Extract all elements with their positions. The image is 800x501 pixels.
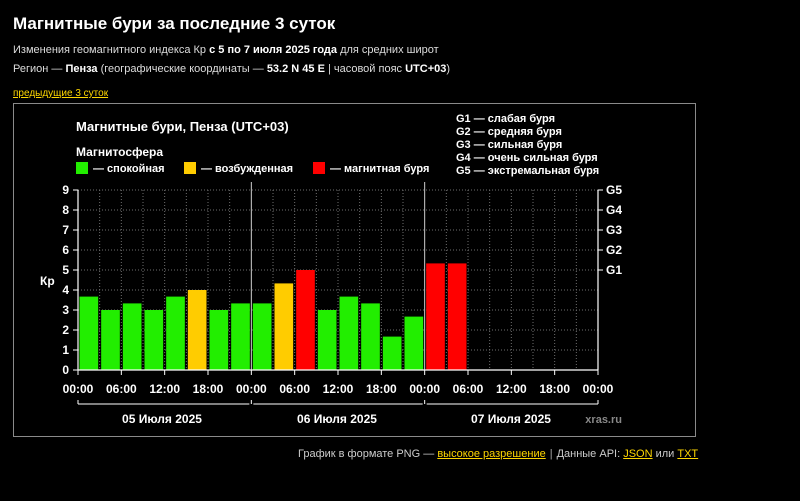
y-tick-label: 8 — [62, 203, 69, 217]
coords-prefix: (географические координаты — — [97, 63, 267, 75]
kp-bar — [361, 303, 380, 370]
x-tick-label: 12:00 — [496, 382, 527, 396]
y-tick-label: 9 — [62, 183, 69, 197]
kp-bar — [231, 303, 250, 370]
kp-bar — [79, 296, 99, 370]
watermark: xras.ru — [585, 414, 622, 426]
g-legend-g3: G3 — сильная буря — [456, 139, 562, 151]
legend-swatch-storm — [313, 162, 325, 174]
region-line: Регион — Пенза (географические координат… — [13, 63, 450, 75]
date-range-bold: с 5 по 7 июля 2025 года — [209, 44, 338, 56]
legend-label-excited: — возбужденная — [201, 163, 293, 175]
x-tick-label: 00:00 — [409, 382, 440, 396]
g-legend-g2: G2 — средняя буря — [456, 126, 562, 138]
region-prefix: Регион — — [13, 63, 66, 75]
x-tick-label: 06:00 — [279, 382, 310, 396]
txt-link[interactable]: TXT — [677, 448, 699, 460]
x-tick-label: 18:00 — [366, 382, 397, 396]
plot-area: 0 1 2 3 4 5 6 7 8 9 G1 G2 G3 G4 G5 00:00 06:00 12:00 18:00… — [62, 182, 622, 405]
kp-bar — [426, 263, 445, 370]
legend-swatch-quiet — [76, 162, 88, 174]
g-tick-label: G3 — [606, 223, 622, 237]
x-tick-label: 06:00 — [106, 382, 137, 396]
g-legend-g4: G4 — очень сильная буря — [456, 152, 598, 164]
g-tick-label: G5 — [606, 183, 622, 197]
kp-bar — [101, 310, 120, 370]
kp-bar — [317, 310, 337, 370]
kp-bar — [274, 283, 294, 370]
chart-frame: Магнитные бури, Пенза (UTC+03) Магнитосф… — [13, 103, 696, 437]
date-range-text: Изменения геомагнитного индекса Кр — [13, 44, 210, 56]
y-tick-label: 6 — [62, 243, 69, 257]
g-legend-g5: G5 — экстремальная буря — [456, 165, 599, 177]
day-label-3: 07 Июля 2025 — [471, 412, 551, 426]
kp-bar — [187, 290, 207, 370]
date-range-line: Изменения геомагнитного индекса Кр с 5 п… — [13, 44, 439, 56]
y-tick-label: 7 — [62, 223, 69, 237]
or-text: или — [652, 448, 678, 460]
g-tick-label: G4 — [606, 203, 622, 217]
x-tick-label: 00:00 — [63, 382, 94, 396]
kp-bar — [404, 316, 424, 370]
day-label-1: 05 Июля 2025 — [122, 412, 202, 426]
kp-bar — [447, 263, 467, 370]
region-suffix: ) — [446, 63, 451, 75]
high-resolution-link[interactable]: высокое разрешение — [437, 448, 546, 460]
kp-chart: Магнитные бури, Пенза (UTC+03) Магнитосф… — [40, 113, 622, 426]
timezone-value: UTC+03 — [405, 63, 447, 75]
x-tick-label: 00:00 — [236, 382, 267, 396]
api-text: Данные API: — [556, 448, 624, 460]
x-tick-label: 12:00 — [323, 382, 354, 396]
legend-label-storm: — магнитная буря — [330, 163, 429, 175]
kp-bar — [296, 270, 315, 370]
kp-bar — [382, 336, 402, 370]
footer-separator: | — [549, 448, 553, 460]
legend-title: Магнитосфера — [76, 145, 163, 159]
kp-bar — [209, 310, 229, 370]
date-range-suffix: для средних широт — [337, 44, 439, 56]
x-tick-label: 00:00 — [583, 382, 614, 396]
g-tick-label: G1 — [606, 263, 622, 277]
x-tick-label: 18:00 — [193, 382, 224, 396]
kp-bar — [339, 296, 359, 370]
legend-swatch-excited — [184, 162, 196, 174]
footer: График в формате PNG — высокое разрешени… — [298, 448, 698, 460]
previous-3-days-link[interactable]: предыдущие 3 суток — [13, 88, 109, 99]
y-tick-label: 2 — [62, 323, 69, 337]
chart-title: Магнитные бури, Пенза (UTC+03) — [76, 119, 289, 134]
y-tick-label: 4 — [62, 283, 69, 297]
y-tick-label: 5 — [62, 263, 69, 277]
g-tick-label: G2 — [606, 243, 622, 257]
kp-bar — [144, 310, 164, 370]
y-tick-label: 1 — [62, 343, 69, 357]
g-legend-g1: G1 — слабая буря — [456, 113, 555, 125]
day-label-2: 06 Июля 2025 — [297, 412, 377, 426]
kp-bar — [166, 296, 185, 370]
kp-bar — [122, 303, 142, 370]
page-title: Магнитные бури за последние 3 суток — [13, 14, 336, 33]
x-tick-label: 18:00 — [539, 382, 570, 396]
y-tick-label: 3 — [62, 303, 69, 317]
y-tick-label: 0 — [62, 363, 69, 377]
kp-bar — [252, 303, 272, 370]
x-tick-label: 06:00 — [453, 382, 484, 396]
coords-value: 53.2 N 45 E — [266, 63, 325, 75]
json-link[interactable]: JSON — [623, 448, 653, 460]
png-format-text: График в формате PNG — — [298, 448, 438, 460]
x-tick-label: 12:00 — [149, 382, 180, 396]
y-axis-label: Кр — [40, 274, 55, 288]
legend-label-quiet: — спокойная — [93, 163, 165, 175]
region-name: Пенза — [65, 63, 98, 75]
timezone-prefix: | часовой пояс — [324, 63, 406, 75]
